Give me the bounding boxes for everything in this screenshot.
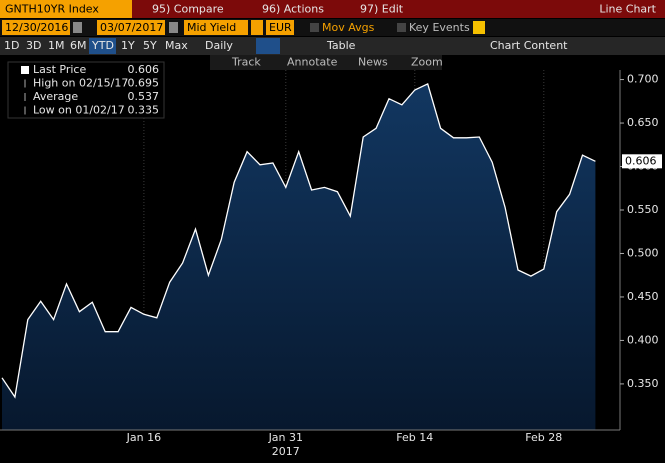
line [1, 82, 596, 399]
y-tick-label: 0.650 [627, 116, 659, 129]
period-button[interactable]: Max [165, 39, 188, 52]
currency-select[interactable] [266, 20, 294, 35]
dropdown[interactable] [251, 20, 263, 35]
plot: Jan 16 Jan 31 Feb 14 Feb 28 2017 0.350 0.400 0.… [0, 61, 662, 458]
legend-value: 0.335 [128, 104, 160, 117]
legend-value: 0.695 [128, 77, 160, 90]
x-tick-label: Jan 31 [268, 431, 303, 444]
x-sublabel: 2017 [272, 445, 300, 458]
legend-value: 0.537 [128, 90, 160, 103]
menu-item[interactable]: 95) Compare [152, 3, 224, 16]
x-tick-label: Feb 28 [525, 431, 562, 444]
y-tick-label: 0.400 [627, 333, 659, 346]
last-value-label: 0.606 [625, 154, 657, 167]
checkbox-label: Mov Avgs [322, 21, 375, 34]
security: GNTH10YR Index [5, 3, 99, 16]
info-icon[interactable] [473, 21, 485, 34]
period-button[interactable]: 3D [26, 39, 41, 52]
tool[interactable]: Annotate [287, 56, 338, 69]
legend-label: Last Price [33, 63, 86, 76]
area [2, 83, 596, 431]
y-tick-label: 0.500 [627, 246, 659, 259]
date-field[interactable] [97, 20, 165, 35]
chart-content[interactable]: Chart Content [490, 39, 568, 52]
tool-bar [210, 55, 442, 70]
legend-label: Average [33, 90, 78, 103]
start-date: 12/30/2016 [5, 21, 68, 34]
period-bar [0, 37, 665, 55]
last-value-box [622, 154, 662, 169]
menu-item[interactable]: 97) Edit [360, 3, 404, 16]
period-group: 1D 3D 1M 6M YTD 1Y 5Y Max [4, 38, 188, 54]
chart-type-button[interactable] [256, 38, 280, 54]
legend-value: 0.606 [128, 63, 160, 76]
period-button[interactable]: 1M [48, 39, 65, 52]
y-tick-label: 0.350 [627, 377, 659, 390]
legend-label: Low on 01/02/17 [33, 104, 125, 117]
currency: EUR [269, 21, 292, 34]
menu-bar [0, 0, 665, 18]
x-tick-label: Jan 16 [126, 431, 161, 444]
period-button[interactable]: 5Y [143, 39, 157, 52]
tool[interactable]: Zoom [411, 56, 443, 69]
y-tick-label: 0.700 [627, 73, 659, 86]
frequency[interactable]: Daily [205, 39, 233, 52]
checkbox[interactable] [397, 23, 406, 32]
calendar-icon[interactable] [169, 22, 178, 33]
tool[interactable]: News [358, 56, 388, 69]
view-name: Line Chart [599, 3, 656, 16]
settings-bar [0, 19, 665, 36]
period-button[interactable]: YTD [91, 39, 114, 52]
security-box[interactable] [0, 0, 132, 18]
date-field[interactable] [2, 20, 70, 35]
y-tick-label: 0.550 [627, 203, 659, 216]
period-button[interactable]: 1D [4, 39, 19, 52]
checkbox[interactable] [310, 23, 319, 32]
table-button[interactable]: Table [326, 39, 356, 52]
legend-box [7, 61, 165, 119]
menu-item[interactable]: 96) Actions [262, 3, 324, 16]
end-date: 03/07/2017 [100, 21, 163, 34]
period-selected [89, 38, 116, 54]
legend-label: High on 02/15/17 [33, 77, 128, 90]
x-tick-label: Feb 14 [396, 431, 433, 444]
calendar-icon[interactable] [73, 22, 82, 33]
period-button[interactable]: 6M [70, 39, 87, 52]
field-select[interactable] [184, 20, 248, 35]
y-tick-label: 0.450 [627, 290, 659, 303]
legend-swatch [21, 66, 29, 74]
tool[interactable]: Track [231, 56, 261, 69]
period-button[interactable]: 1Y [121, 39, 135, 52]
field: Mid Yield [187, 21, 236, 34]
checkbox-label: Key Events [409, 21, 470, 34]
